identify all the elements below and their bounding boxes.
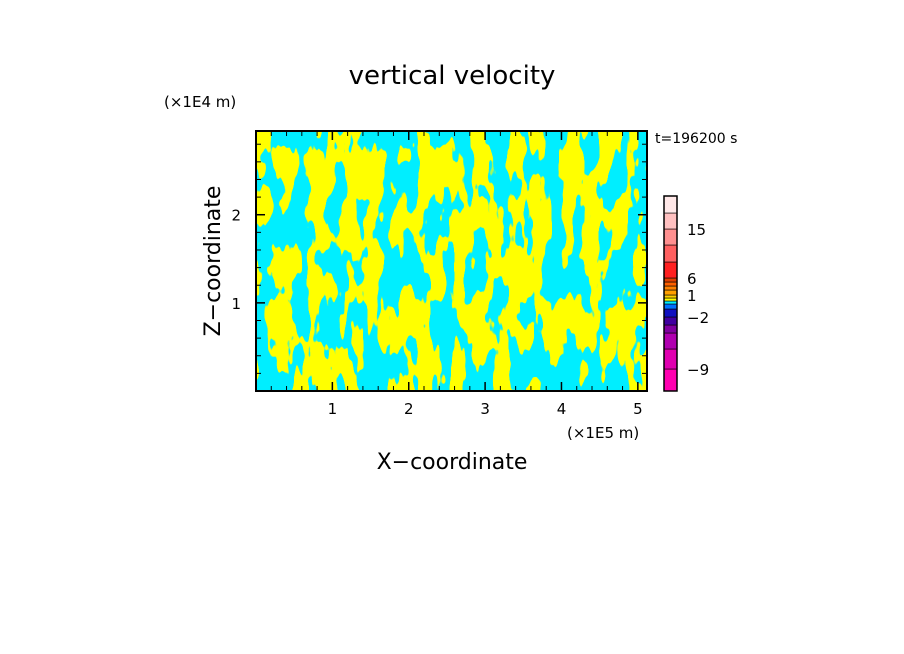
colorbar-band: [663, 212, 678, 230]
plot-frame: [255, 130, 648, 392]
colorbar-tick-label: −2: [687, 309, 709, 327]
colorbar-band: [663, 289, 678, 296]
colorbar-band: [663, 348, 678, 370]
colorbar-band: [663, 294, 678, 299]
colorbar-band: [663, 316, 678, 326]
chart-title: vertical velocity: [349, 61, 556, 91]
colorbar-band: [663, 277, 678, 283]
colorbar: 15 61 −2 −9: [663, 195, 709, 392]
colorbar-frame: [663, 195, 678, 392]
y-tick-label: 1: [231, 295, 241, 313]
colorbar-tick-label: −9: [687, 361, 709, 379]
colorbar-tick-label: 6: [687, 270, 697, 288]
x-tick-label: 4: [557, 400, 567, 418]
x-tick-label: 2: [404, 400, 414, 418]
x-tick-label: 3: [480, 400, 490, 418]
colorbar-tick-label: 1: [687, 287, 697, 305]
colorbar-band: [663, 285, 678, 291]
time-label: t=196200 s: [655, 131, 737, 147]
colorbar-band: [663, 368, 678, 392]
colorbar-band: [663, 308, 678, 318]
x-axis-label: X−coordinate: [377, 450, 528, 475]
x-tick-label: 1: [328, 400, 338, 418]
colorbar-tick-label: 15: [687, 221, 706, 239]
colorbar-band: [663, 297, 678, 302]
plot-area: 1 2 3 4 5 1 2: [231, 130, 648, 418]
y-axis-label: Z−coordinate: [201, 186, 226, 337]
colorbar-band: [663, 228, 678, 246]
colorbar-band: [663, 300, 678, 305]
colorbar-band: [663, 195, 678, 214]
x-tick-label: 5: [633, 400, 643, 418]
colorbar-band: [663, 281, 678, 287]
colorbar-band: [663, 244, 678, 263]
colorbar-band: [663, 261, 678, 279]
velocity-field: [256, 131, 647, 391]
colorbar-band: [663, 324, 678, 334]
x-unit-label: (×1E5 m): [567, 424, 639, 442]
colorbar-band: [663, 303, 678, 310]
colorbar-band: [663, 332, 678, 350]
y-unit-label: (×1E4 m): [164, 93, 236, 111]
y-tick-label: 2: [231, 207, 241, 225]
